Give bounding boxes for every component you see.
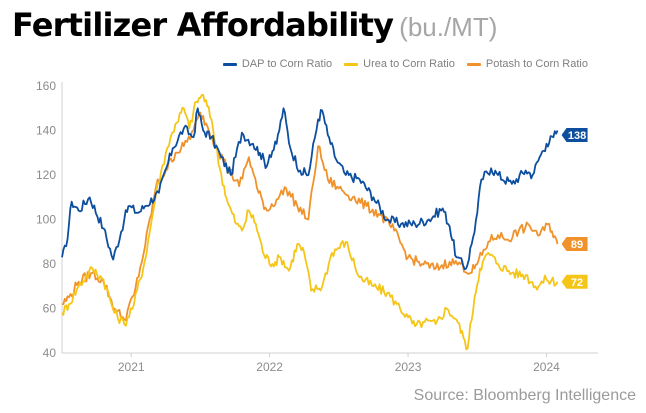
end-label-tag — [561, 127, 588, 142]
y-tick-label: 40 — [43, 346, 57, 360]
chart-title-block: Fertilizer Affordability (bu./MT) — [12, 6, 497, 44]
series-line-dap-to-corn-ratio — [61, 107, 559, 271]
series-line-potash-to-corn-ratio — [62, 111, 559, 322]
y-tick-label: 120 — [36, 168, 56, 182]
legend-label-dap: DAP to Corn Ratio — [241, 58, 333, 70]
legend-item-potash: Potash to Corn Ratio — [466, 58, 588, 70]
x-tick-label: 2023 — [395, 360, 422, 374]
legend-swatch-dap — [222, 62, 237, 66]
end-label-tag — [561, 274, 588, 289]
legend-item-urea: Urea to Corn Ratio — [344, 58, 455, 70]
y-tick-label: 60 — [43, 302, 57, 316]
chart-subtitle: (bu./MT) — [399, 12, 498, 42]
legend-swatch-urea — [344, 62, 359, 66]
end-label-value: 89 — [571, 239, 583, 251]
end-label-urea-to-corn-ratio: 72 — [561, 274, 588, 289]
y-tick-label: 80 — [43, 257, 57, 271]
end-label-dap-to-corn-ratio: 138 — [561, 127, 588, 142]
chart-source: Source: Bloomberg Intelligence — [413, 387, 636, 404]
legend-label-urea: Urea to Corn Ratio — [363, 58, 455, 70]
end-label-tag — [561, 236, 588, 251]
legend-swatch-potash — [466, 62, 481, 66]
chart-end-labels: 138 72 89 — [561, 127, 588, 289]
chart-title: Fertilizer Affordability — [12, 6, 394, 44]
chart-series — [61, 94, 559, 351]
end-label-value: 138 — [568, 130, 586, 142]
y-tick-label: 100 — [36, 213, 56, 227]
x-tick-label: 2024 — [533, 360, 560, 374]
x-tick-label: 2021 — [118, 360, 145, 374]
legend-item-dap: DAP to Corn Ratio — [222, 58, 333, 70]
series-line-urea-to-corn-ratio — [61, 94, 559, 351]
end-label-potash-to-corn-ratio: 89 — [561, 236, 588, 251]
legend-label-potash: Potash to Corn Ratio — [485, 58, 588, 70]
chart-axes: 40 60 80 100 120 140 160 2021 2022 2023 2024 — [36, 79, 598, 374]
end-label-value: 72 — [571, 277, 583, 289]
y-tick-label: 160 — [36, 79, 56, 93]
x-tick-label: 2022 — [256, 360, 283, 374]
y-tick-label: 140 — [36, 124, 56, 138]
chart-legend: DAP to Corn Ratio Urea to Corn Ratio Pot… — [222, 58, 588, 70]
